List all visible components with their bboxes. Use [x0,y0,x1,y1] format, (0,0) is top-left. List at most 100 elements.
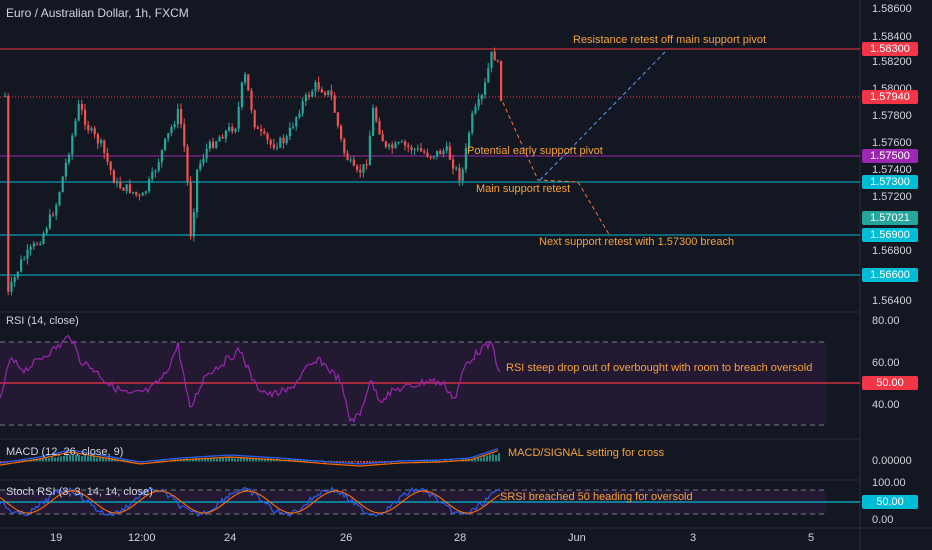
annotation-resistance[interactable]: Resistance retest off main support pivot [573,34,767,46]
candle [388,143,391,150]
macd-histogram-bar [261,459,263,462]
candle [26,244,29,265]
macd-histogram-bar [72,455,74,462]
macd-pane-title[interactable]: MACD (12, 26, close, 9) [6,446,124,458]
macd-histogram-bar [300,459,302,462]
macd-histogram-bar [66,454,68,462]
macd-histogram-bar [195,457,197,462]
macd-histogram-bar [243,457,245,462]
macd-histogram-bar [21,459,23,462]
stoch-axis-label: 100.00 [872,477,906,489]
candle [128,179,131,194]
time-axis-label: 19 [50,532,63,544]
macd-histogram-bar [108,457,110,462]
macd-histogram-bar [57,457,59,462]
macd-histogram-bar [81,455,83,462]
candle [320,86,323,94]
candle [336,111,339,129]
macd-histogram-bar [303,459,305,462]
macd-histogram-bar [282,460,284,462]
macd-histogram-bar [471,459,473,462]
candle [317,76,320,92]
rsi-pane-title[interactable]: RSI (14, close) [6,315,79,327]
candle [122,186,125,191]
candle [356,163,359,173]
candle [458,163,461,187]
macd-histogram-bar [96,457,98,462]
macd-line [0,448,499,465]
candle [90,126,93,133]
macd-histogram-bar [474,457,476,462]
candle [80,99,83,115]
candle [221,133,224,139]
candle [276,142,279,151]
candle [167,132,170,143]
candle [224,129,227,143]
rsi-50-tag: 50.00 [862,376,918,390]
annotation-macd[interactable]: MACD/SIGNAL setting for cross [508,447,665,459]
macd-histogram-bar [180,459,182,462]
candle [394,140,397,149]
macd-histogram-bar [189,459,191,462]
macd-histogram-bar [237,458,239,462]
candle [186,143,189,186]
projection-breach-path [577,181,611,237]
candle [208,139,211,152]
macd-histogram-bar [249,458,251,462]
candle [100,137,103,147]
macd-histogram-bar [483,455,485,462]
macd-histogram-bar [129,461,131,462]
candle [7,93,10,295]
candle [397,141,400,145]
candle [192,208,195,242]
candle [135,191,138,198]
macd-histogram-bar [486,455,488,462]
candle [436,150,439,160]
candle [205,143,208,163]
time-axis-label: 3 [690,532,697,544]
candle [304,92,307,107]
stoch-pane-title[interactable]: Stoch RSI (3, 3, 14, 14, close) [6,486,153,498]
macd-histogram-bar [240,456,242,462]
candle [416,144,419,152]
macd-histogram-bar [219,457,221,462]
annotation-main-support[interactable]: Main support retest [476,183,571,195]
macd-histogram-bar [93,455,95,462]
candle [32,241,35,250]
annotation-srsi[interactable]: SRSI breached 50 heading for oversold [500,491,693,503]
rsi-series [0,334,501,423]
stoch-k-line [0,486,501,518]
candle [45,226,48,236]
candle [189,176,192,240]
annotation-next-support[interactable]: Next support retest with 1.57300 breach [539,236,735,248]
candle [368,130,371,166]
candle [442,148,445,158]
candle [400,139,403,143]
candle [103,139,106,159]
candle [279,136,282,149]
time-axis-label: 24 [224,532,237,544]
macd-histogram-bar [363,461,365,465]
annotation-rsi[interactable]: RSI steep drop out of overbought with ro… [506,362,813,374]
candle [381,129,384,142]
candle [199,159,202,172]
macd-histogram-bar [210,458,212,462]
symbol-title[interactable]: Euro / Australian Dollar, 1h, FXCM [6,6,189,20]
candle [477,93,480,111]
macd-histogram-bar [297,459,299,462]
candle [157,158,160,173]
macd-histogram-bar [111,458,113,462]
macd-histogram-bar [69,454,71,462]
candle [20,255,23,273]
candle [23,255,26,261]
candle [426,148,429,158]
annotation-early-pivot[interactable]: Potential early support pivot [467,145,603,157]
macd-histogram-bar [99,456,101,462]
candle [237,101,240,133]
candle [432,156,435,160]
candle [61,176,64,193]
macd-histogram-bar [381,461,383,462]
candle [295,116,298,131]
candle [29,244,32,256]
